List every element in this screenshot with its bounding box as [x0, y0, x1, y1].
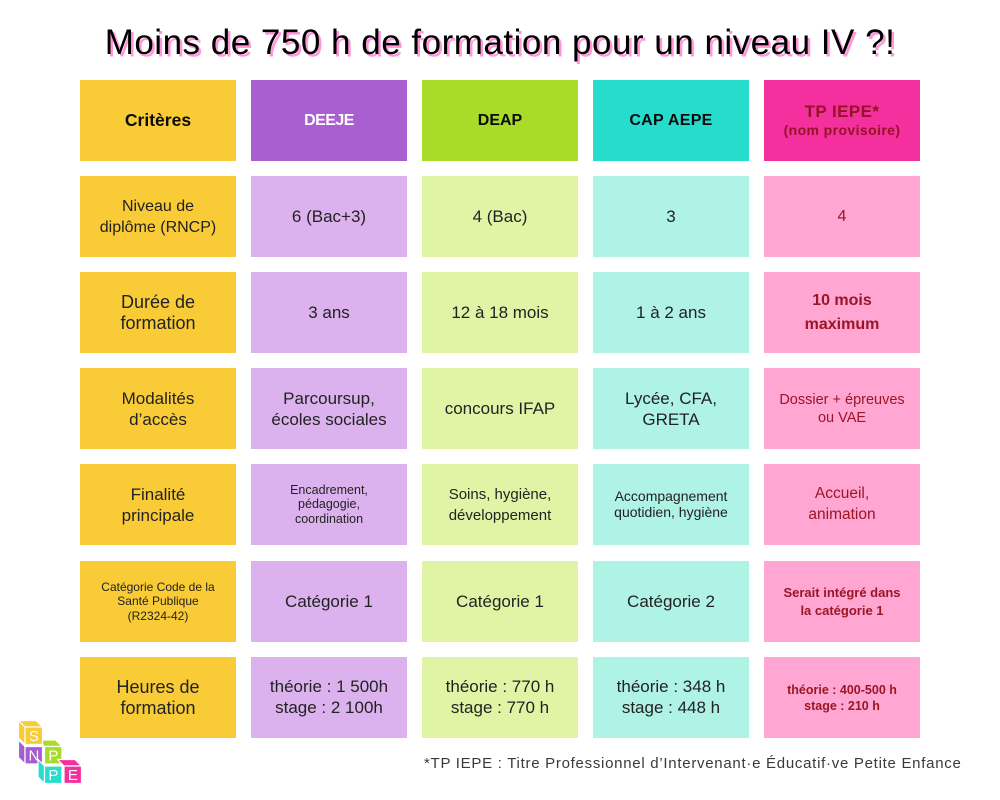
svg-text:E: E: [68, 767, 78, 784]
svg-text:P: P: [48, 767, 58, 784]
svg-text:P: P: [48, 747, 58, 764]
svg-text:N: N: [28, 747, 39, 764]
svg-text:S: S: [29, 728, 39, 745]
